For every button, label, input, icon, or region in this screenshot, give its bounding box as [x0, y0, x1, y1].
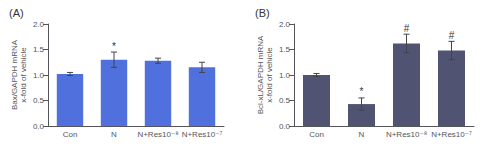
svg-text:Bax/GAPDH mRNA: Bax/GAPDH mRNA: [10, 39, 19, 110]
svg-text:*: *: [112, 41, 116, 52]
svg-text:Con: Con: [63, 130, 78, 139]
svg-text:N+Res10⁻⁸: N+Res10⁻⁸: [386, 130, 427, 139]
svg-text:N: N: [359, 130, 365, 139]
svg-text:Con: Con: [309, 130, 324, 139]
svg-text:*: *: [360, 86, 364, 97]
svg-text:N: N: [111, 130, 117, 139]
svg-text:x-fold of vehicle: x-fold of vehicle: [19, 47, 28, 103]
svg-text:1.0: 1.0: [33, 71, 45, 80]
svg-text:0.0: 0.0: [33, 122, 45, 131]
svg-text:#: #: [404, 23, 410, 34]
svg-text:(B): (B): [255, 7, 270, 19]
svg-text:N+Res10⁻⁸: N+Res10⁻⁸: [137, 130, 178, 139]
svg-text:2.0: 2.0: [33, 20, 45, 29]
svg-text:0.5: 0.5: [279, 96, 291, 105]
svg-text:0.5: 0.5: [33, 96, 45, 105]
svg-text:#: #: [449, 30, 455, 41]
svg-text:0.0: 0.0: [279, 122, 291, 131]
svg-text:1.0: 1.0: [279, 71, 291, 80]
svg-text:2.0: 2.0: [279, 20, 291, 29]
svg-text:1.5: 1.5: [279, 45, 291, 54]
svg-text:(A): (A): [9, 7, 24, 19]
svg-text:N+Res10⁻⁷: N+Res10⁻⁷: [182, 130, 223, 139]
svg-text:x-fold of vehicle: x-fold of vehicle: [265, 47, 274, 103]
svg-text:1.5: 1.5: [33, 45, 45, 54]
svg-text:Bcl-xL/GAPDH mRNA: Bcl-xL/GAPDH mRNA: [256, 35, 265, 114]
svg-text:N+Res10⁻⁷: N+Res10⁻⁷: [431, 130, 472, 139]
